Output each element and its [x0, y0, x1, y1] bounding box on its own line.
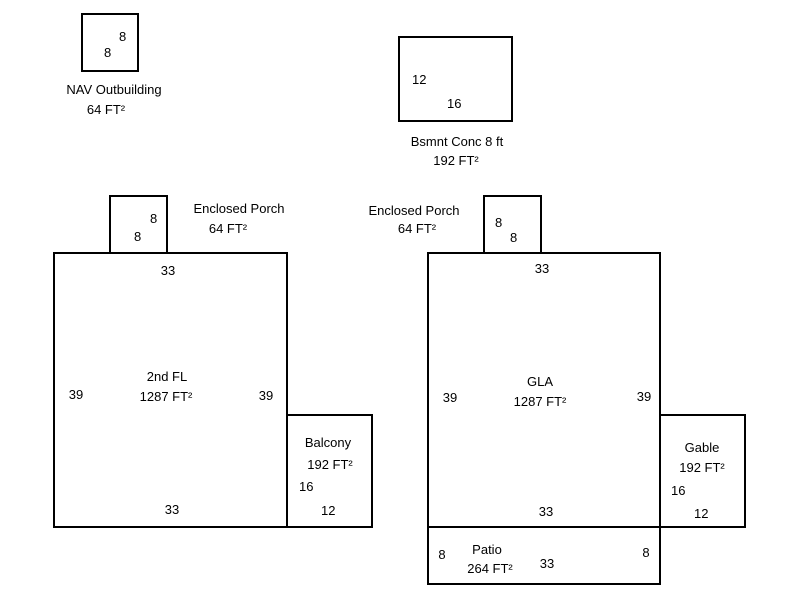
- dim-label: 33: [161, 263, 175, 278]
- dim-label: 33: [540, 556, 554, 571]
- area-name: Gable: [685, 440, 720, 455]
- area-name: Balcony: [305, 435, 352, 450]
- area-name: Bsmnt Conc 8 ft: [411, 134, 504, 149]
- dim-label: 39: [637, 389, 651, 404]
- area-size: 1287 FT²: [140, 389, 193, 404]
- second-floor: 33 39 39 33 2nd FL 1287 FT²: [53, 252, 288, 528]
- dim-label: 16: [671, 483, 685, 498]
- gable-shape: [659, 414, 746, 528]
- dim-label: 8: [510, 230, 517, 245]
- area-size: 264 FT²: [467, 561, 513, 576]
- balcony-shape: [286, 414, 373, 528]
- dim-label: 12: [321, 503, 335, 518]
- nav-outbuilding: 8 8 NAV Outbuilding 64 FT²: [66, 13, 162, 117]
- dim-label: 8: [119, 29, 126, 44]
- area-name: GLA: [527, 374, 553, 389]
- patio: 8 33 8 Patio 264 FT²: [427, 526, 661, 585]
- area-name: 2nd FL: [147, 369, 187, 384]
- dim-label: 8: [438, 547, 445, 562]
- area-size: 64 FT²: [398, 221, 437, 236]
- dim-label: 8: [134, 229, 141, 244]
- basement: 12 16 Bsmnt Conc 8 ft 192 FT²: [398, 36, 513, 168]
- area-size: 192 FT²: [307, 457, 353, 472]
- gable: Gable 192 FT² 16 12: [659, 414, 746, 528]
- gla-shape: [427, 252, 661, 528]
- second-floor-shape: [53, 252, 288, 528]
- dim-label: 12: [412, 72, 426, 87]
- area-name: NAV Outbuilding: [66, 82, 161, 97]
- dim-label: 33: [539, 504, 553, 519]
- area-size: 1287 FT²: [514, 394, 567, 409]
- area-size: 64 FT²: [87, 102, 126, 117]
- nav-outbuilding-shape: [81, 13, 139, 72]
- area-size: 192 FT²: [679, 460, 725, 475]
- dim-label: 16: [299, 479, 313, 494]
- basement-shape: [398, 36, 513, 122]
- area-name: Enclosed Porch: [368, 203, 459, 218]
- dim-label: 12: [694, 506, 708, 521]
- dim-label: 8: [495, 215, 502, 230]
- area-size: 64 FT²: [209, 221, 248, 236]
- enclosed-porch-right: 8 8 Enclosed Porch 64 FT²: [368, 195, 542, 254]
- dim-label: 39: [69, 387, 83, 402]
- dim-label: 39: [259, 388, 273, 403]
- dim-label: 8: [104, 45, 111, 60]
- enclosed-porch-left: 8 8 Enclosed Porch 64 FT²: [109, 195, 285, 254]
- dim-label: 39: [443, 390, 457, 405]
- balcony: Balcony 192 FT² 16 12: [286, 414, 373, 528]
- gla: 33 39 39 33 GLA 1287 FT²: [427, 252, 661, 528]
- area-name: Enclosed Porch: [193, 201, 284, 216]
- dim-label: 33: [535, 261, 549, 276]
- area-name: Patio: [472, 542, 502, 557]
- dim-label: 8: [642, 545, 649, 560]
- patio-shape: [427, 526, 661, 585]
- dim-label: 8: [150, 211, 157, 226]
- area-size: 192 FT²: [433, 153, 479, 168]
- porch-left-shape: [109, 195, 168, 254]
- dim-label: 16: [447, 96, 461, 111]
- dim-label: 33: [165, 502, 179, 517]
